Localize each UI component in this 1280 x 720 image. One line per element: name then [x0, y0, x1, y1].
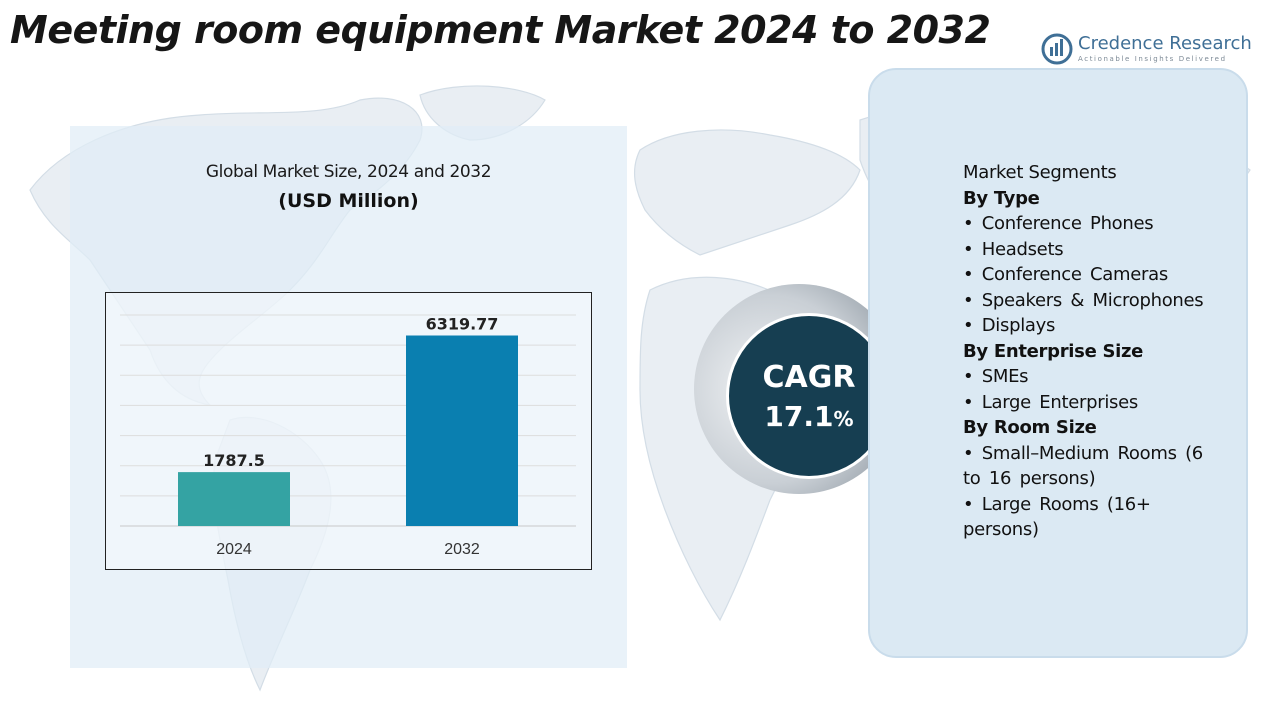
segment-item: • Speakers & Microphones: [963, 289, 1204, 311]
segment-item: • Large Enterprises: [963, 391, 1138, 413]
europe-shape: [634, 129, 861, 256]
market-segments-list: Market Segments By Type • Conference Pho…: [963, 160, 1225, 543]
cagr-value: 17.1%: [729, 400, 889, 433]
segment-item: • Displays: [963, 315, 1056, 336]
logo-mark-icon: [1041, 33, 1073, 65]
segments-panel: [868, 68, 1248, 658]
chart-subtitle: (USD Million): [278, 190, 419, 212]
segment-item: • Conference Phones: [963, 213, 1154, 234]
x-tick-label: 2024: [216, 541, 252, 558]
segments-heading: Market Segments: [963, 162, 1117, 183]
bar-2032: [406, 335, 518, 526]
cagr-number: 17.1: [764, 400, 834, 433]
cagr-label: CAGR: [762, 360, 856, 395]
segment-item: • Conference Cameras: [963, 264, 1168, 285]
brand-tagline: Actionable Insights Delivered: [1078, 55, 1227, 63]
segment-item: • SMEs: [963, 366, 1029, 387]
brand-name: Credence Research: [1078, 33, 1252, 54]
bar-chart-frame: 1787.5 2024 6319.77 2032: [105, 292, 592, 570]
segment-group-title: By Enterprise Size: [963, 340, 1144, 362]
market-size-panel: Global Market Size, 2024 and 2032 (USD M…: [70, 126, 627, 668]
segment-item: • Large Rooms (16+ persons): [963, 493, 1151, 541]
segment-item: • Headsets: [963, 238, 1064, 260]
bar-2024: [178, 472, 290, 526]
segment-group-title: By Room Size: [963, 417, 1097, 438]
credence-research-logo: Credence Research Actionable Insights De…: [1040, 30, 1270, 70]
bar-chart: 1787.5 2024 6319.77 2032: [120, 314, 576, 558]
data-label: 6319.77: [426, 315, 499, 334]
chart-title: Global Market Size, 2024 and 2032: [205, 162, 492, 182]
x-tick-label: 2032: [444, 541, 480, 558]
segment-item: • Small–Medium Rooms (6 to 16 persons): [963, 442, 1203, 490]
cagr-unit: %: [833, 407, 854, 431]
cagr-badge: CAGR 17.1%: [726, 313, 892, 479]
page-title: Meeting room equipment Market 2024 to 20…: [10, 8, 991, 52]
segment-group-title: By Type: [963, 187, 1040, 209]
data-label: 1787.5: [203, 451, 265, 470]
